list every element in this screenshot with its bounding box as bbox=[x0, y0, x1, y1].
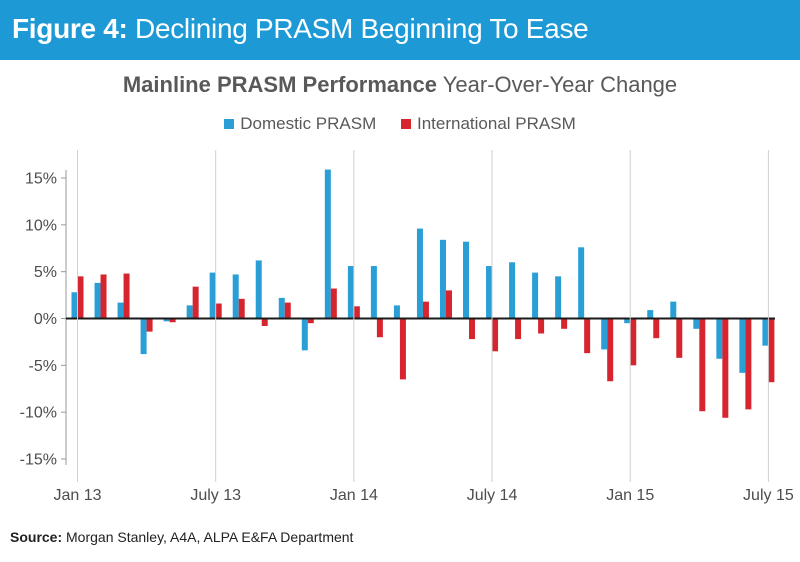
bar-domestic bbox=[739, 318, 746, 373]
bar-international bbox=[399, 318, 406, 380]
bar-domestic bbox=[393, 305, 400, 319]
bar-domestic bbox=[140, 318, 147, 355]
bar-domestic bbox=[578, 247, 585, 319]
bar-domestic bbox=[416, 228, 423, 319]
bar-international bbox=[469, 318, 476, 340]
bar-international bbox=[699, 318, 706, 412]
bar-domestic bbox=[232, 274, 239, 319]
y-tick-label: -15% bbox=[20, 452, 57, 469]
bar-domestic bbox=[601, 318, 608, 350]
figure-banner: Figure 4: Declining PRASM Beginning To E… bbox=[0, 0, 800, 60]
bar-domestic bbox=[278, 297, 285, 319]
bar-domestic bbox=[163, 318, 170, 322]
figure-heading: Figure 4: Declining PRASM Beginning To E… bbox=[12, 13, 589, 45]
bar-domestic bbox=[186, 305, 193, 319]
bar-domestic bbox=[762, 318, 769, 346]
bar-domestic bbox=[716, 318, 723, 359]
bar-international bbox=[492, 318, 499, 352]
bar-domestic bbox=[324, 169, 331, 319]
bar-international bbox=[284, 302, 291, 319]
legend-label-domestic: Domestic PRASM bbox=[240, 114, 377, 133]
source-text: Morgan Stanley, A4A, ALPA E&FA Departmen… bbox=[66, 529, 354, 545]
bar-domestic bbox=[463, 241, 470, 319]
bar-international bbox=[215, 303, 222, 319]
bar-domestic bbox=[255, 260, 262, 319]
bar-international bbox=[768, 318, 775, 383]
bar-international bbox=[515, 318, 522, 340]
bar-domestic bbox=[117, 302, 124, 319]
y-tick-label: 10% bbox=[25, 217, 57, 234]
x-tick-label: Jan 14 bbox=[330, 487, 378, 504]
bar-international bbox=[584, 318, 591, 354]
chart-title-bold: Mainline PRASM Performance bbox=[122, 72, 438, 97]
bar-international bbox=[630, 318, 637, 366]
figure-number: Figure 4: bbox=[12, 13, 128, 44]
legend-label-international: International PRASM bbox=[417, 114, 576, 133]
x-tick-label: July 14 bbox=[467, 487, 518, 504]
bar-international bbox=[745, 318, 752, 410]
legend-item-international: International PRASM bbox=[401, 114, 576, 134]
bar-international bbox=[722, 318, 729, 418]
bar-international bbox=[169, 318, 176, 323]
bar-domestic bbox=[555, 276, 562, 319]
y-tick-label: 5% bbox=[34, 264, 57, 281]
bar-domestic bbox=[347, 266, 354, 319]
bar-international bbox=[307, 318, 314, 324]
bar-international bbox=[77, 276, 84, 319]
bar-international bbox=[261, 318, 268, 326]
legend-swatch-domestic bbox=[224, 119, 235, 129]
bar-domestic bbox=[647, 310, 654, 319]
bar-international bbox=[653, 318, 660, 339]
source-label: Source: bbox=[10, 529, 63, 545]
x-tick-label: Jan 15 bbox=[606, 487, 654, 504]
bar-domestic bbox=[509, 262, 516, 319]
legend-swatch-international bbox=[401, 119, 411, 129]
chart-subtitle: Year-Over-Year Change bbox=[442, 72, 678, 97]
bar-international bbox=[192, 286, 199, 319]
source-note: Source: Morgan Stanley, A4A, ALPA E&FA D… bbox=[10, 529, 353, 545]
x-tick-label: July 13 bbox=[190, 487, 241, 504]
bar-international bbox=[238, 298, 245, 319]
x-tick-label: Jan 13 bbox=[53, 487, 101, 504]
bar-international bbox=[422, 301, 429, 319]
y-tick-label: 0% bbox=[34, 311, 57, 328]
bar-domestic bbox=[532, 272, 539, 319]
bar-domestic bbox=[301, 318, 308, 351]
bar-international bbox=[445, 290, 452, 319]
bar-domestic bbox=[486, 266, 493, 319]
chart-legend: Domestic PRASM International PRASM bbox=[0, 114, 800, 134]
y-tick-label: -5% bbox=[29, 358, 57, 375]
bar-domestic bbox=[71, 292, 78, 319]
bar-domestic bbox=[370, 266, 377, 319]
bar-international bbox=[123, 273, 130, 319]
bar-domestic bbox=[670, 301, 677, 319]
bar-domestic bbox=[209, 272, 216, 319]
bar-international bbox=[607, 318, 614, 382]
y-tick-label: -10% bbox=[20, 405, 57, 422]
bar-domestic bbox=[624, 318, 631, 324]
bar-domestic bbox=[693, 318, 700, 329]
legend-item-domestic: Domestic PRASM bbox=[224, 114, 376, 134]
bar-international bbox=[538, 318, 545, 334]
bar-international bbox=[561, 318, 568, 329]
bar-domestic bbox=[439, 239, 446, 319]
y-tick-label: 15% bbox=[25, 171, 57, 188]
bar-international bbox=[330, 288, 337, 319]
x-tick-label: July 15 bbox=[743, 487, 794, 504]
bar-international bbox=[676, 318, 683, 358]
chart-title: Mainline PRASM Performance Year-Over-Yea… bbox=[0, 72, 800, 98]
bar-international bbox=[353, 306, 360, 319]
figure-title: Declining PRASM Beginning To Ease bbox=[135, 13, 589, 44]
bar-international bbox=[100, 274, 107, 319]
bar-international bbox=[376, 318, 383, 338]
bar-domestic bbox=[94, 282, 101, 319]
bar-international bbox=[146, 318, 153, 332]
